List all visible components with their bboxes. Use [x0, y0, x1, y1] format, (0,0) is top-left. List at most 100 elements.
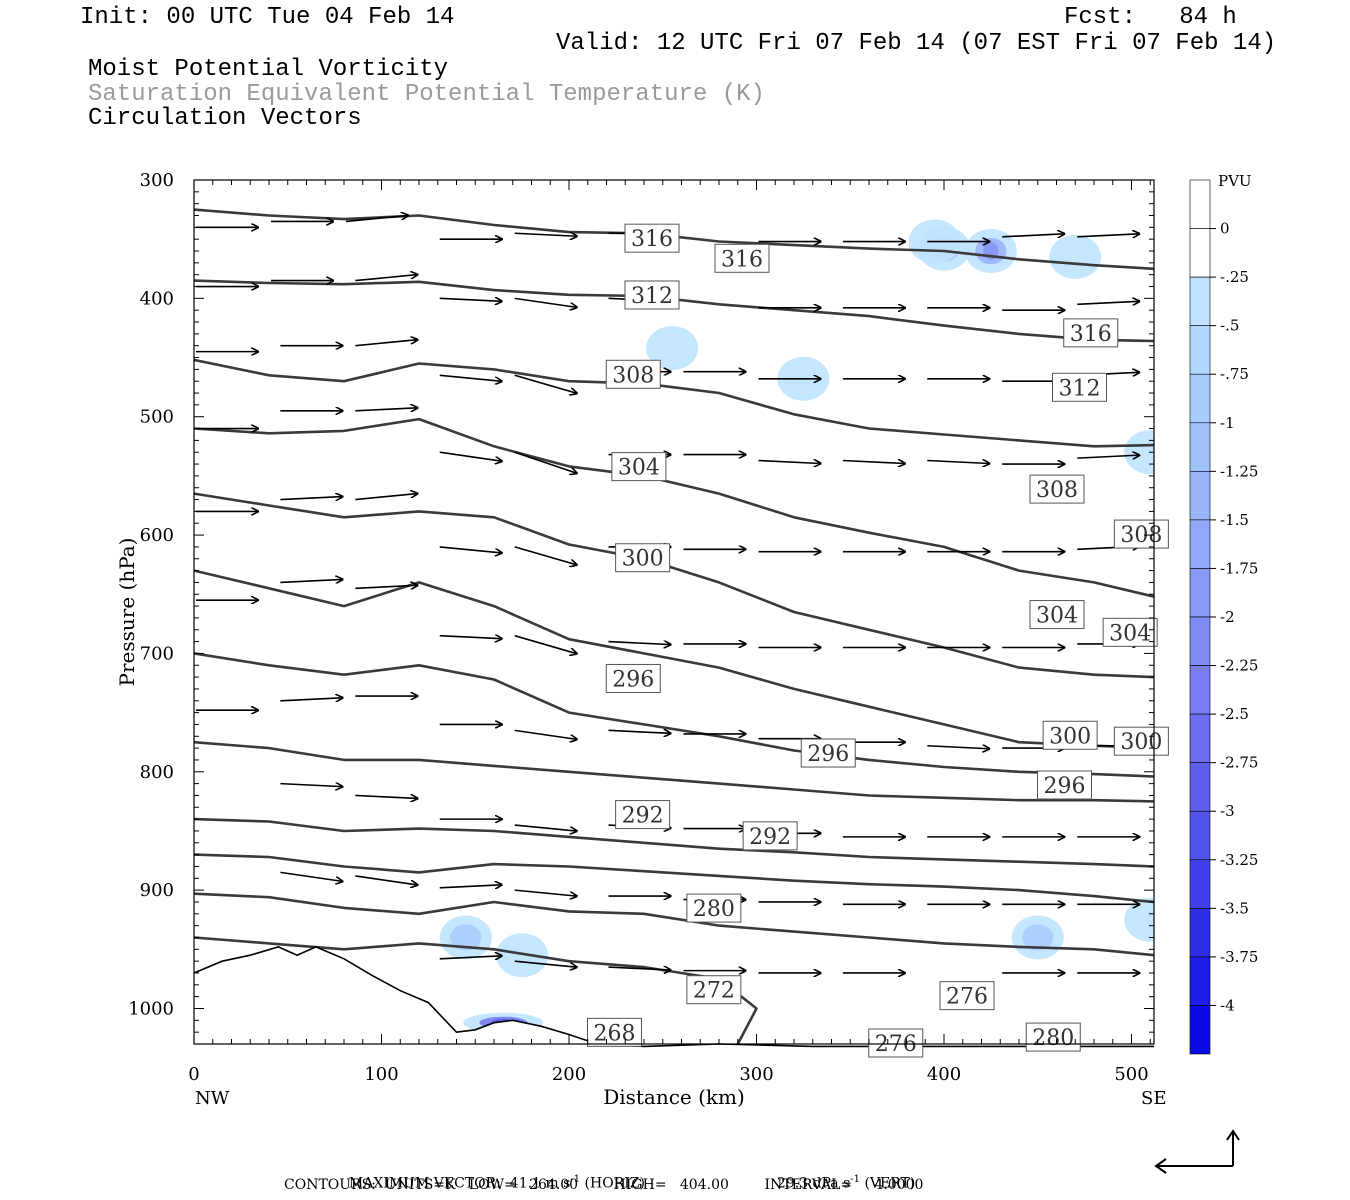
contour-label: 304 — [1036, 604, 1078, 629]
x-tick-label: 500 — [1114, 1064, 1148, 1085]
circulation-vector — [514, 451, 577, 473]
contour-label-box — [1063, 318, 1119, 348]
colorbar-swatch — [1189, 519, 1211, 569]
max-vector-vert: 29.3 dPa s-1 (VERT) — [768, 1158, 915, 1192]
colorbar-label: -2.75 — [1220, 754, 1258, 772]
axes: 0 100 200 300 400 500 300 400 500 600 700 800 900 100… — [128, 170, 1155, 1085]
colorbar-swatch — [1189, 616, 1211, 666]
colorbar-swatch — [1189, 471, 1211, 521]
contour-label-box — [1029, 474, 1085, 504]
colorbar-swatch — [1189, 1005, 1211, 1055]
contour-label-box — [1113, 726, 1169, 756]
circulation-vector — [608, 642, 671, 645]
colorbar-label: -2 — [1220, 608, 1235, 626]
colorbar-swatch — [1189, 956, 1211, 1006]
circulation-vector — [355, 275, 417, 282]
y-tick-label: 600 — [140, 525, 174, 546]
circulation-vector — [355, 795, 417, 798]
circulation-vector — [280, 497, 342, 500]
contour-label: 276 — [946, 985, 988, 1010]
contour-line-308 — [194, 358, 1154, 448]
colorbar-label: -3.5 — [1220, 899, 1249, 917]
pv-region — [646, 326, 699, 371]
contour-line-292 — [194, 652, 1154, 778]
circulation-vector — [1077, 455, 1139, 458]
contour-label-box — [611, 452, 667, 482]
circulation-vector — [280, 579, 342, 582]
max-vector-vert-exp: -1 — [850, 1174, 861, 1185]
colorbar-swatch — [1189, 810, 1211, 861]
y-tick-label: 400 — [140, 288, 174, 309]
contours-info: CONTOURS: UNITS=K LOW= 264.00 HIGH= 404.… — [284, 1177, 924, 1193]
contour-label: 316 — [721, 247, 763, 272]
contour-label: 296 — [807, 742, 849, 767]
max-vector-horiz: 41.1 m s — [509, 1175, 571, 1192]
contour-label-box — [1102, 617, 1158, 647]
title-mpv: Moist Potential Vorticity — [88, 56, 449, 83]
x-end-label-right: SE — [1141, 1088, 1166, 1109]
contour-label-box — [1042, 720, 1098, 750]
terrain-fill — [194, 946, 1154, 1047]
circulation-vector — [514, 546, 577, 565]
y-tick-label: 700 — [140, 643, 174, 664]
max-vector-vert-unit: (VERT) — [860, 1175, 916, 1192]
x-tick-label: 300 — [739, 1064, 773, 1085]
y-tick-label: 1000 — [128, 998, 174, 1019]
contour-line-284 — [194, 817, 1154, 868]
contour-line-288 — [194, 740, 1154, 803]
colorbar-swatch — [1189, 908, 1211, 958]
contour-label: 312 — [631, 284, 673, 309]
contour-label-box — [1029, 600, 1085, 630]
colorbar-title: PVU — [1218, 172, 1252, 190]
x-end-label-left: NW — [195, 1088, 230, 1109]
contour-label-box — [624, 223, 680, 253]
colorbar-swatch — [1189, 179, 1211, 229]
colorbar-swatch — [1189, 228, 1211, 278]
colorbar-label: -3.25 — [1220, 851, 1258, 869]
valid-time: Valid: 12 UTC Fri 07 Feb 14 (07 EST Fri … — [556, 30, 1277, 57]
contour-label-box — [939, 981, 995, 1011]
contour-label: 300 — [622, 547, 664, 572]
circulation-vector — [1077, 301, 1139, 304]
pv-region-core — [1022, 924, 1054, 951]
contour-label-box — [605, 359, 661, 389]
plot-frame — [193, 179, 1155, 1045]
contour-label-box — [714, 243, 770, 273]
contour-label-box — [800, 738, 856, 768]
contour-label: 312 — [1059, 376, 1101, 401]
colorbar-label: -1 — [1220, 414, 1235, 432]
contour-label: 292 — [749, 825, 791, 850]
contour-label: 308 — [1036, 478, 1078, 503]
colorbar-swatch — [1189, 568, 1211, 618]
circulation-vector — [514, 729, 577, 739]
colorbar-swatch — [1189, 422, 1211, 472]
colorbar-label: -1.25 — [1220, 462, 1258, 480]
contour-label: 300 — [1120, 730, 1162, 755]
y-tick-label: 900 — [140, 880, 174, 901]
contour-label-box — [605, 663, 661, 693]
colorbar-swatch — [1189, 276, 1211, 326]
circulation-vector — [439, 298, 502, 301]
colorbar-label: -2.5 — [1220, 705, 1249, 723]
circulation-vector — [439, 636, 502, 639]
circulation-vector — [514, 889, 577, 896]
contour-label: 280 — [1032, 1026, 1074, 1051]
contour-label: 268 — [594, 1021, 636, 1046]
circulation-vector — [280, 698, 342, 701]
contour-label-box — [1037, 770, 1092, 800]
circulation-vector — [355, 585, 417, 588]
terrain-mask — [193, 946, 1154, 1048]
pv-region — [1124, 897, 1154, 942]
contour-label-box — [1113, 519, 1169, 549]
contour-label-box — [615, 800, 671, 830]
colorbar-label: -1.75 — [1220, 559, 1258, 577]
contour-line-276 — [194, 892, 1154, 957]
x-axis-title: Distance (km) — [603, 1085, 745, 1109]
y-tick-label: 300 — [140, 170, 174, 191]
contour-label-box — [742, 821, 798, 851]
colorbar-label: -.5 — [1220, 317, 1239, 335]
colorbar-swatch — [1189, 762, 1211, 812]
contour-label-box — [868, 1028, 924, 1058]
circulation-vector — [345, 215, 408, 223]
contour-label: 280 — [693, 897, 735, 922]
